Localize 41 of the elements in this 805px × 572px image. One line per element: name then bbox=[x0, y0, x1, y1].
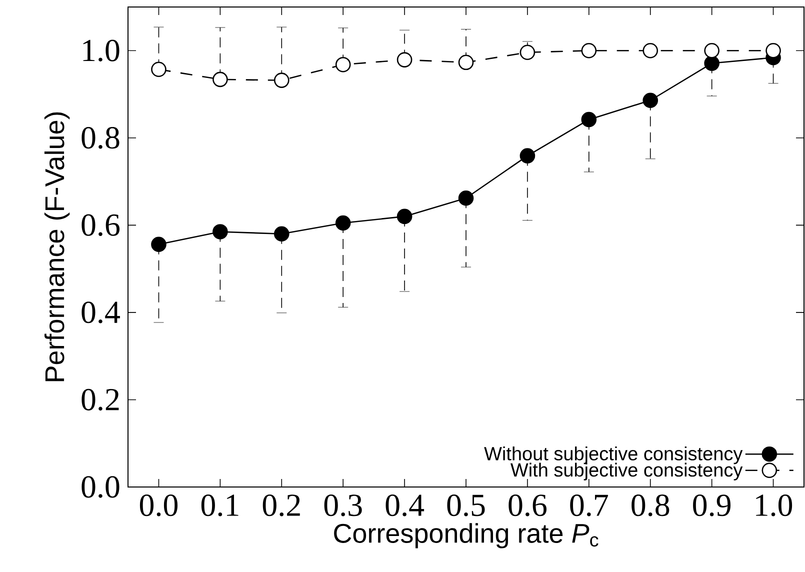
y-tick-label: 0.8 bbox=[82, 127, 120, 149]
point bbox=[642, 92, 658, 108]
point bbox=[335, 215, 351, 231]
x-tick-label: 0.5 bbox=[447, 494, 485, 516]
point bbox=[581, 112, 597, 128]
x-tick-label: 0.3 bbox=[324, 494, 362, 516]
point bbox=[396, 52, 412, 68]
x-tick-label: 0.1 bbox=[201, 494, 238, 516]
x-tick-label: 0.8 bbox=[632, 494, 670, 516]
point bbox=[274, 226, 290, 242]
point bbox=[458, 54, 474, 70]
x-tick-label: 0.6 bbox=[508, 494, 546, 516]
x-tick-label: 1.0 bbox=[756, 494, 792, 516]
y-tick-label: 0.0 bbox=[82, 476, 120, 498]
point bbox=[458, 190, 474, 206]
point bbox=[151, 62, 166, 78]
point bbox=[212, 224, 228, 240]
point bbox=[212, 72, 228, 88]
y-tick-label: 0.4 bbox=[82, 302, 120, 324]
x-tick-label: 0.4 bbox=[386, 494, 424, 516]
y-axis-title: Performance (F-Value) bbox=[44, 112, 70, 382]
point bbox=[274, 72, 290, 88]
point bbox=[396, 208, 412, 224]
point bbox=[704, 42, 720, 58]
x-tick-label: 0.9 bbox=[693, 494, 730, 516]
point bbox=[335, 56, 351, 72]
legend-label: With subjective consistency bbox=[510, 462, 743, 480]
y-tick-label: 0.2 bbox=[82, 388, 119, 411]
point bbox=[704, 56, 720, 71]
x-tick-label: 0.2 bbox=[262, 494, 300, 516]
point bbox=[520, 44, 536, 60]
point bbox=[151, 236, 166, 252]
x-tick-label: 0.7 bbox=[570, 494, 608, 516]
y-tick-label: 0.6 bbox=[82, 214, 120, 236]
y-tick-label: 1.0 bbox=[83, 40, 120, 62]
point bbox=[581, 42, 597, 58]
x-tick-label: 0.0 bbox=[140, 494, 178, 516]
point bbox=[766, 42, 781, 58]
point bbox=[642, 42, 658, 58]
x-axis-title: Corresponding rate P$_{c}$ bbox=[334, 523, 598, 548]
point bbox=[520, 148, 536, 164]
